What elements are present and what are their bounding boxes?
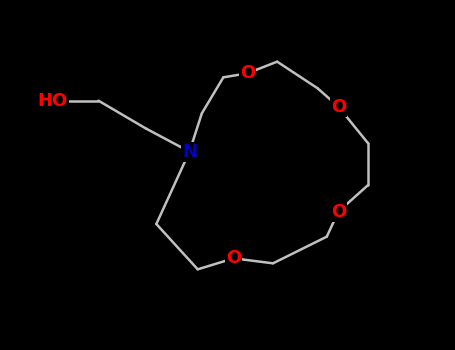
Text: O: O [226,249,241,267]
Text: N: N [182,143,197,161]
Text: O: O [331,98,346,116]
Text: O: O [331,203,346,220]
Text: HO: HO [38,92,68,110]
Text: O: O [240,64,255,82]
